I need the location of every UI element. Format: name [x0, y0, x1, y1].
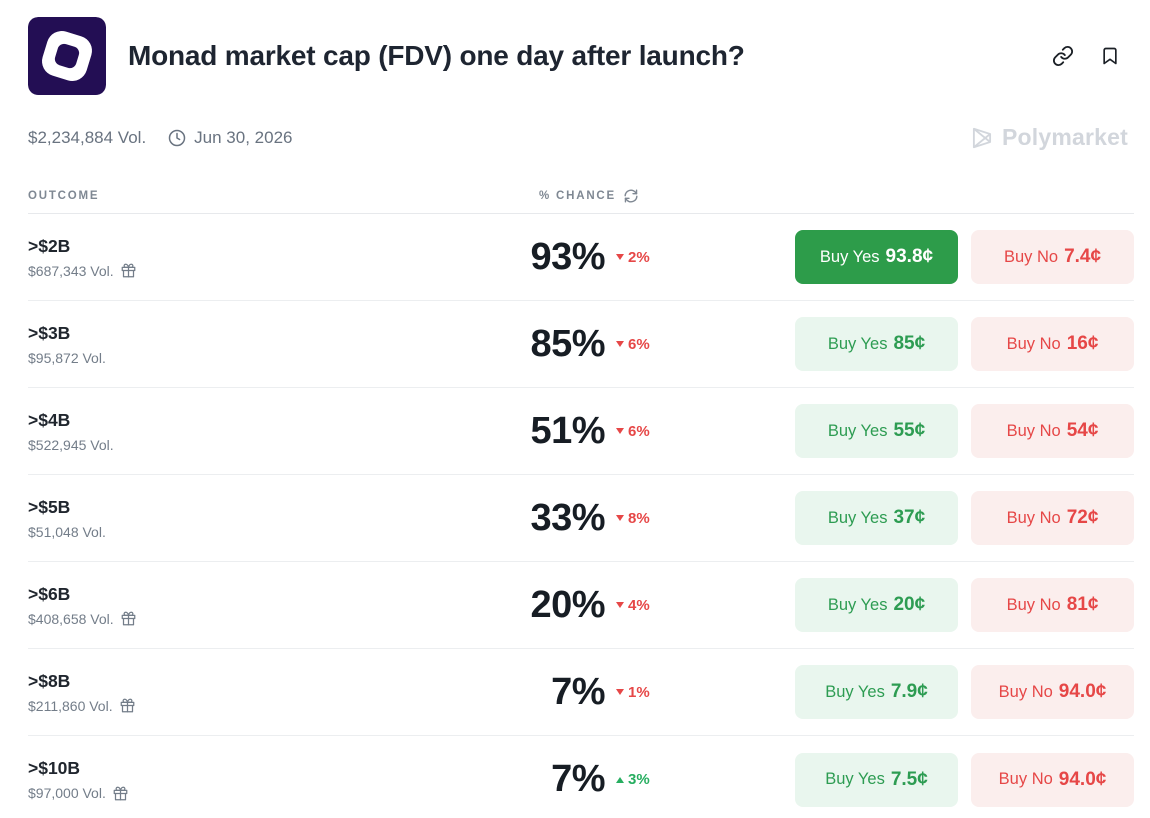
- outcome-row[interactable]: >$6B $408,658 Vol. 20% 4% Buy Yes 20¢ Buy…: [28, 562, 1134, 649]
- buy-yes-button[interactable]: Buy Yes 93.8¢: [795, 230, 958, 284]
- chance-value: 20%: [530, 583, 605, 626]
- refresh-icon[interactable]: [624, 189, 638, 203]
- chance-cell: 85% 6%: [478, 323, 688, 366]
- buy-yes-button[interactable]: Buy Yes 7.9¢: [795, 665, 958, 719]
- outcome-name: >$10B: [28, 758, 81, 778]
- buy-yes-button[interactable]: Buy Yes 37¢: [795, 491, 958, 545]
- buy-no-button[interactable]: Buy No 54¢: [971, 404, 1134, 458]
- bookmark-icon[interactable]: [1100, 45, 1120, 67]
- chance-cell: 33% 8%: [478, 497, 688, 540]
- buy-yes-button[interactable]: Buy Yes 85¢: [795, 317, 958, 371]
- buy-no-button[interactable]: Buy No 72¢: [971, 491, 1134, 545]
- chance-value: 7%: [551, 758, 605, 800]
- outcome-name: >$8B: [28, 670, 71, 691]
- change-arrow-icon: [616, 776, 624, 783]
- clock-icon: [168, 129, 186, 147]
- outcome-name: >$5B: [28, 496, 71, 517]
- table-header: OUTCOME % CHANCE: [28, 189, 1134, 214]
- outcome-name: >$6B: [28, 583, 71, 604]
- chance-change: 1%: [616, 684, 688, 701]
- header-actions: [1052, 45, 1134, 67]
- outcome-volume: $408,658 Vol.: [28, 610, 114, 627]
- outcome-name: >$3B: [28, 322, 71, 343]
- buy-no-button[interactable]: Buy No 81¢: [971, 578, 1134, 632]
- market-header: Monad market cap (FDV) one day after lau…: [28, 0, 1134, 95]
- chance-change: 6%: [616, 423, 688, 440]
- outcome-row[interactable]: >$3B $95,872 Vol. 85% 6% Buy Yes 85¢ Buy …: [28, 301, 1134, 388]
- chance-value: 33%: [530, 496, 605, 539]
- outcome-volume: $95,872 Vol.: [28, 349, 106, 366]
- copy-link-icon[interactable]: [1052, 45, 1074, 67]
- outcome-volume: $522,945 Vol.: [28, 436, 114, 453]
- change-arrow-icon: [616, 341, 624, 347]
- chance-value: 51%: [530, 409, 605, 452]
- chance-header-label: % CHANCE: [538, 190, 616, 202]
- outcome-volume: $687,343 Vol.: [28, 262, 114, 279]
- buy-no-button[interactable]: Buy No 94.0¢: [971, 752, 1134, 807]
- buy-yes-button[interactable]: Buy Yes 55¢: [795, 404, 958, 458]
- monad-logo-icon: [28, 17, 106, 95]
- rewards-gift-icon: [120, 698, 135, 713]
- chance-change: 8%: [616, 510, 688, 527]
- chance-column-header: % CHANCE: [478, 189, 688, 203]
- chance-value: 85%: [530, 322, 605, 365]
- chance-change: 6%: [616, 336, 688, 353]
- chance-cell: 20% 4%: [478, 584, 688, 627]
- rewards-gift-icon: [121, 263, 136, 278]
- chance-cell: 7% 3%: [478, 758, 688, 801]
- chance-cell: 93% 2%: [478, 236, 688, 279]
- change-arrow-icon: [616, 515, 624, 521]
- change-arrow-icon: [616, 428, 624, 434]
- outcome-volume: $211,860 Vol.: [28, 697, 113, 714]
- outcome-name: >$4B: [28, 409, 71, 430]
- chance-change: 2%: [616, 249, 688, 266]
- polymarket-wordmark: Polymarket: [1001, 124, 1128, 150]
- outcome-volume: $51,048 Vol.: [28, 523, 106, 540]
- rewards-gift-icon: [113, 786, 128, 801]
- outcome-row[interactable]: >$2B $687,343 Vol. 93% 2% Buy Yes 93.8¢ B…: [28, 214, 1134, 301]
- market-meta: $2,234,884 Vol. Jun 30, 2026 Polymarket: [28, 124, 1134, 151]
- chance-cell: 51% 6%: [478, 410, 688, 453]
- chance-change: 3%: [616, 771, 688, 788]
- total-volume: $2,234,884 Vol.: [28, 127, 147, 147]
- outcome-row[interactable]: >$4B $522,945 Vol. 51% 6% Buy Yes 55¢ Buy…: [28, 388, 1134, 475]
- polymarket-logo-icon: [972, 127, 992, 148]
- outcome-column-header: OUTCOME: [28, 190, 100, 202]
- buy-no-button[interactable]: Buy No 7.4¢: [971, 230, 1134, 284]
- page-title: Monad market cap (FDV) one day after lau…: [128, 40, 745, 71]
- chance-value: 7%: [551, 670, 605, 713]
- change-arrow-icon: [616, 254, 624, 260]
- polymarket-watermark: Polymarket: [969, 124, 1134, 151]
- outcome-name: >$2B: [28, 235, 71, 256]
- change-arrow-icon: [616, 602, 624, 608]
- outcome-row[interactable]: >$8B $211,860 Vol. 7% 1% Buy Yes 7.9¢ Buy…: [28, 649, 1134, 736]
- buy-yes-button[interactable]: Buy Yes 7.5¢: [795, 752, 958, 807]
- outcome-row[interactable]: >$10B $97,000 Vol. 7% 3% Buy Yes 7.5¢ Buy…: [28, 736, 1134, 818]
- rewards-gift-icon: [121, 611, 136, 626]
- chance-cell: 7% 1%: [478, 671, 688, 714]
- buy-no-button[interactable]: Buy No 94.0¢: [971, 665, 1134, 719]
- buy-yes-button[interactable]: Buy Yes 20¢: [795, 578, 958, 632]
- change-arrow-icon: [616, 689, 624, 695]
- market-logo: [28, 17, 106, 95]
- outcome-volume: $97,000 Vol.: [28, 785, 106, 801]
- chance-value: 93%: [530, 235, 605, 278]
- end-date: Jun 30, 2026: [194, 127, 293, 147]
- buy-no-button[interactable]: Buy No 16¢: [971, 317, 1134, 371]
- outcome-row[interactable]: >$5B $51,048 Vol. 33% 8% Buy Yes 37¢ Buy …: [28, 475, 1134, 562]
- chance-change: 4%: [616, 597, 688, 614]
